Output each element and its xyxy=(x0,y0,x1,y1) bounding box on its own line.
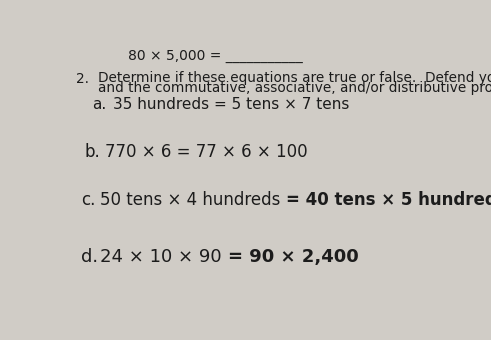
Text: 770 × 6 = 77 × 6 × 100: 770 × 6 = 77 × 6 × 100 xyxy=(105,143,308,161)
Text: = 90 × 2,400: = 90 × 2,400 xyxy=(227,248,358,266)
Text: d.: d. xyxy=(81,248,98,266)
Text: Determine if these equations are true or false.  Defend your answer: Determine if these equations are true or… xyxy=(98,71,491,85)
Text: 2.: 2. xyxy=(76,72,89,86)
Text: and the commutative, associative, and/or distributive properties.: and the commutative, associative, and/or… xyxy=(98,81,491,96)
Text: = 40 tens × 5 hundreds: = 40 tens × 5 hundreds xyxy=(286,191,491,209)
Text: a.: a. xyxy=(93,98,107,113)
Text: c.: c. xyxy=(81,191,96,209)
Text: 35 hundreds = 5 tens × 7 tens: 35 hundreds = 5 tens × 7 tens xyxy=(113,98,349,113)
Text: 50 tens × 4 hundreds: 50 tens × 4 hundreds xyxy=(100,191,286,209)
Text: 80 × 5,000 = ___________: 80 × 5,000 = ___________ xyxy=(128,49,303,63)
Text: 24 × 10 × 90: 24 × 10 × 90 xyxy=(100,248,227,266)
Text: b.: b. xyxy=(85,143,101,161)
